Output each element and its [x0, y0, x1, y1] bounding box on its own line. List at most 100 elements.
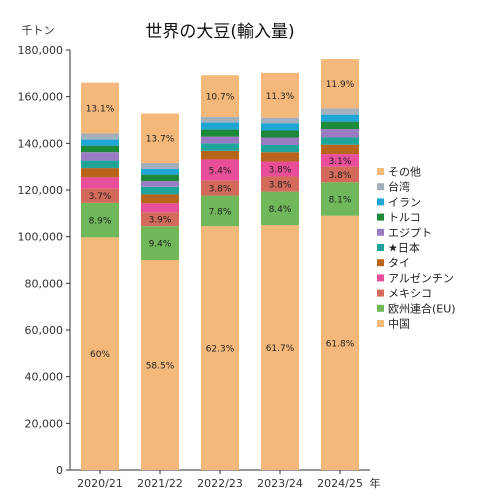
- x-unit-label: 年: [370, 476, 381, 490]
- data-label: 5.4%: [209, 167, 232, 177]
- data-label: 58.5%: [146, 362, 175, 372]
- bar-segment: [201, 136, 239, 144]
- data-label: 62.3%: [206, 345, 235, 355]
- y-tick-label: 0: [56, 464, 63, 477]
- bar-segment: [81, 145, 119, 153]
- data-label: 3.1%: [329, 157, 352, 167]
- legend-swatch: [377, 168, 384, 175]
- y-tick-label: 100,000: [18, 231, 64, 244]
- legend-label: アルゼンチン: [388, 272, 454, 285]
- data-label: 60%: [90, 350, 110, 360]
- bar-segment: [141, 162, 179, 169]
- bar-segment: [201, 159, 239, 181]
- bar-segment: [141, 212, 179, 227]
- bar-segment: [81, 139, 119, 146]
- bar-segment: [201, 122, 239, 130]
- bar-segment: [141, 260, 179, 470]
- bar-segment: [261, 144, 299, 153]
- bar-segment: [141, 186, 179, 195]
- x-tick-label: 2024/25: [317, 477, 363, 490]
- bar-segment: [201, 116, 239, 123]
- legend-label: トルコ: [388, 211, 421, 224]
- bar-segment: [261, 225, 299, 470]
- legend-swatch: [377, 228, 384, 236]
- data-label: 61.8%: [326, 339, 355, 349]
- bar-segment: [201, 143, 239, 151]
- data-label: 11.3%: [266, 92, 295, 102]
- data-label: 13.1%: [86, 105, 115, 115]
- data-label: 61.7%: [266, 344, 295, 354]
- data-label: 3.8%: [269, 166, 292, 176]
- x-tick-label: 2020/21: [77, 477, 123, 490]
- bar-segment: [81, 133, 119, 140]
- legend-label: 欧州連合(EU): [388, 301, 456, 315]
- legend-label: その他: [388, 166, 421, 179]
- bar-segment: [321, 114, 359, 122]
- y-tick-label: 20,000: [25, 417, 64, 430]
- bar-segment: [81, 202, 119, 238]
- bar-segment: [321, 129, 359, 138]
- legend-swatch: [377, 259, 384, 267]
- y-tick-label: 40,000: [25, 371, 64, 384]
- bar-segment: [261, 176, 299, 192]
- bar-segment: [261, 130, 299, 138]
- legend-swatch: [377, 213, 384, 221]
- data-label: 3.7%: [89, 192, 112, 202]
- bar-segment: [261, 117, 299, 124]
- bar-segment: [81, 82, 119, 134]
- data-label: 8.4%: [269, 205, 292, 215]
- chart-title: 世界の大豆(輸入量): [145, 22, 294, 42]
- bar-segment: [141, 203, 179, 213]
- bar-segment: [321, 137, 359, 145]
- legend-swatch: [377, 274, 384, 282]
- bar-segment: [321, 121, 359, 130]
- bar-segment: [81, 177, 119, 189]
- bar-segment: [321, 215, 359, 470]
- data-label: 9.4%: [149, 240, 172, 250]
- bar-segment: [201, 129, 239, 137]
- bar-segment: [201, 226, 239, 470]
- bar-segment: [261, 161, 299, 177]
- bar-segment: [81, 237, 119, 470]
- legend-label: ★日本: [388, 241, 420, 255]
- bar-segment: [321, 108, 359, 115]
- bar-segment: [141, 174, 179, 182]
- bar-segment: [201, 75, 239, 117]
- bar-segment: [261, 191, 299, 225]
- legend-swatch: [377, 244, 384, 251]
- bar-segment: [141, 113, 179, 163]
- data-label: 8.1%: [329, 195, 352, 205]
- data-label: 3.8%: [269, 181, 292, 191]
- bar-segment: [141, 226, 179, 260]
- bar-segment: [81, 188, 119, 203]
- bar-segment: [321, 59, 359, 109]
- legend-label: 台湾: [388, 180, 410, 194]
- data-label: 3.8%: [329, 171, 352, 181]
- legend-label: タイ: [388, 257, 410, 270]
- bar-segment: [261, 123, 299, 131]
- y-tick-label: 180,000: [18, 44, 64, 57]
- bar-segment: [141, 194, 179, 204]
- bar-segment: [201, 180, 239, 196]
- bar-segment: [81, 152, 119, 161]
- x-tick-label: 2023/24: [257, 477, 303, 490]
- bar-segment: [261, 152, 299, 162]
- legend-label: イラン: [388, 196, 421, 209]
- legend-swatch: [377, 304, 384, 312]
- legend-swatch: [377, 320, 384, 327]
- y-tick-label: 140,000: [18, 137, 64, 150]
- bar-segment: [321, 144, 359, 155]
- bar-segment: [261, 137, 299, 145]
- y-tick-label: 160,000: [18, 91, 64, 104]
- data-label: 8.9%: [89, 217, 112, 227]
- y-unit-label: 千トン: [22, 24, 55, 37]
- data-label: 10.7%: [206, 93, 235, 103]
- bar-segment: [201, 150, 239, 160]
- axes: 0 20,000 40,000 60,000 80,000 100,000 120,000 1…: [18, 44, 370, 490]
- data-label: 3.8%: [209, 185, 232, 195]
- data-label: 3.9%: [149, 216, 172, 226]
- bar-segment: [81, 160, 119, 169]
- legend-swatch: [377, 289, 384, 297]
- bar-segment: [261, 72, 299, 118]
